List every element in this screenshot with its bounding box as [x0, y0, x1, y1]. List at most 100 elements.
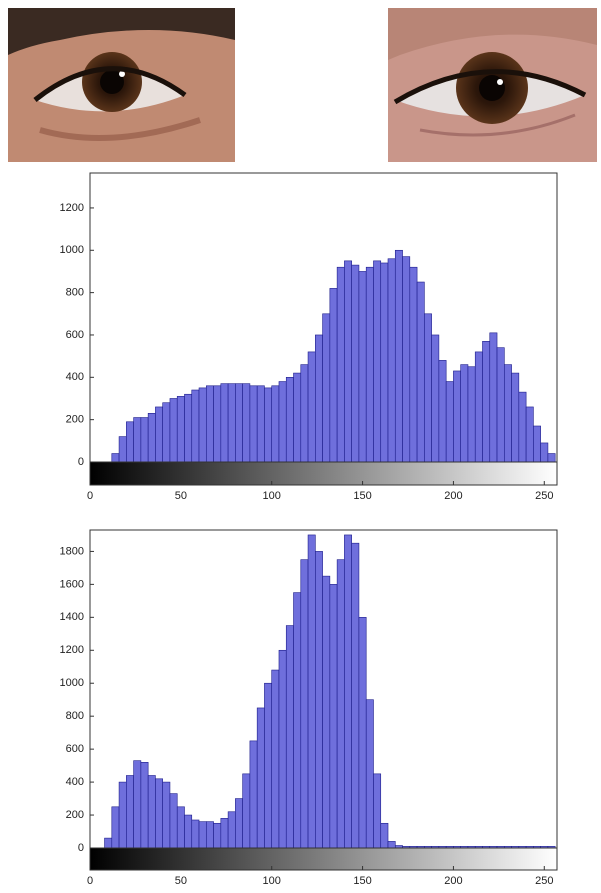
- bar: [170, 794, 177, 848]
- bar: [184, 394, 191, 462]
- bar: [264, 388, 271, 462]
- bar: [294, 373, 301, 462]
- x-tick-label: 250: [535, 490, 553, 502]
- bar: [410, 267, 417, 462]
- bar: [482, 341, 489, 462]
- bar: [192, 820, 199, 848]
- bar: [337, 267, 344, 462]
- x-tick-label: 150: [353, 490, 371, 502]
- bar: [395, 250, 402, 462]
- y-tick-label: 0: [78, 456, 84, 468]
- bar: [112, 807, 119, 848]
- bar: [148, 776, 155, 848]
- bar: [141, 418, 148, 462]
- bar: [373, 261, 380, 462]
- x-tick-label: 200: [444, 490, 462, 502]
- y-tick-label: 1200: [60, 202, 84, 214]
- bar: [235, 799, 242, 848]
- bar: [388, 841, 395, 848]
- bar: [126, 422, 133, 462]
- bar: [497, 348, 504, 462]
- y-tick-label: 600: [66, 329, 84, 341]
- bar: [366, 700, 373, 848]
- bar: [432, 335, 439, 462]
- bar: [214, 823, 221, 848]
- bar: [388, 259, 395, 462]
- x-tick-label: 100: [263, 490, 281, 502]
- y-tick-label: 1200: [60, 644, 84, 656]
- bar: [272, 670, 279, 848]
- bar: [330, 288, 337, 462]
- bar: [439, 360, 446, 462]
- y-tick-label: 400: [66, 776, 84, 788]
- bar: [526, 407, 533, 462]
- bar: [417, 282, 424, 462]
- bar: [352, 265, 359, 462]
- bar: [548, 454, 555, 462]
- bar: [206, 386, 213, 462]
- bar: [199, 388, 206, 462]
- bar: [308, 352, 315, 462]
- bar: [221, 818, 228, 848]
- bar: [119, 782, 126, 848]
- bar: [352, 543, 359, 848]
- bar: [250, 741, 257, 848]
- bar: [112, 454, 119, 462]
- bar: [490, 333, 497, 462]
- bar: [504, 365, 511, 462]
- x-tick-label: 250: [535, 875, 553, 887]
- bar: [533, 426, 540, 462]
- bar: [475, 352, 482, 462]
- bar: [279, 650, 286, 848]
- bar: [163, 782, 170, 848]
- x-tick-label: 0: [87, 490, 93, 502]
- bar: [148, 413, 155, 462]
- bar: [119, 437, 126, 462]
- figure: 0200400600800100012000501001502002500200…: [0, 0, 601, 893]
- y-tick-label: 200: [66, 414, 84, 426]
- bar: [214, 386, 221, 462]
- bar: [366, 267, 373, 462]
- bar: [279, 382, 286, 462]
- y-tick-label: 1800: [60, 545, 84, 557]
- bar: [330, 584, 337, 848]
- bar: [308, 535, 315, 848]
- bar: [170, 398, 177, 462]
- bar: [163, 403, 170, 462]
- y-tick-label: 1000: [60, 244, 84, 256]
- bar: [344, 261, 351, 462]
- bar: [424, 314, 431, 462]
- colorbar: [90, 848, 557, 870]
- y-tick-label: 1600: [60, 578, 84, 590]
- bar: [177, 396, 184, 462]
- bar: [373, 774, 380, 848]
- bar: [403, 257, 410, 462]
- bar: [141, 762, 148, 848]
- bar: [134, 418, 141, 462]
- bar: [541, 443, 548, 462]
- bar: [228, 812, 235, 848]
- bar: [461, 365, 468, 462]
- x-tick-label: 50: [175, 875, 187, 887]
- bar: [359, 271, 366, 462]
- bar: [381, 823, 388, 848]
- bar: [468, 367, 475, 462]
- bar: [323, 576, 330, 848]
- bar: [337, 560, 344, 848]
- y-tick-label: 600: [66, 743, 84, 755]
- x-tick-label: 0: [87, 875, 93, 887]
- bar: [519, 392, 526, 462]
- y-tick-label: 800: [66, 287, 84, 299]
- y-tick-label: 200: [66, 809, 84, 821]
- y-tick-label: 0: [78, 842, 84, 854]
- bar: [155, 779, 162, 848]
- bar: [315, 551, 322, 848]
- bar: [199, 822, 206, 848]
- eye-photo-left: [8, 8, 235, 162]
- bar: [359, 617, 366, 848]
- page: 0200400600800100012000501001502002500200…: [0, 0, 601, 893]
- bar: [453, 371, 460, 462]
- bar: [286, 626, 293, 848]
- x-tick-label: 100: [263, 875, 281, 887]
- bar: [286, 377, 293, 462]
